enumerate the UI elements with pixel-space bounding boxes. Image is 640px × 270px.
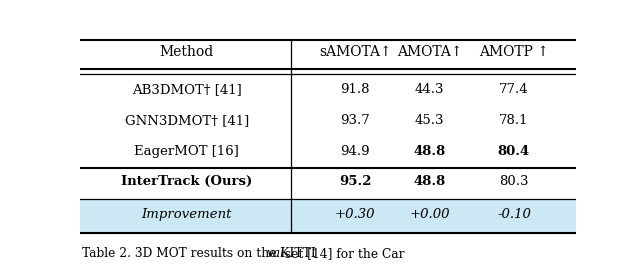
- Text: 80.3: 80.3: [499, 174, 529, 188]
- Text: set [14] for the Car: set [14] for the Car: [280, 247, 404, 260]
- Text: Table 2. 3D MOT results on the KITTI: Table 2. 3D MOT results on the KITTI: [83, 247, 320, 260]
- Text: 94.9: 94.9: [340, 146, 370, 158]
- Text: 48.8: 48.8: [413, 146, 446, 158]
- Text: 45.3: 45.3: [415, 114, 444, 127]
- Text: AMOTP ↑: AMOTP ↑: [479, 45, 549, 59]
- Text: 48.8: 48.8: [413, 174, 446, 188]
- Text: +0.30: +0.30: [335, 208, 376, 221]
- Text: sAMOTA↑: sAMOTA↑: [319, 45, 392, 59]
- Text: +0.00: +0.00: [410, 208, 450, 221]
- Text: 77.4: 77.4: [499, 83, 529, 96]
- Text: 93.7: 93.7: [340, 114, 370, 127]
- Text: AB3DMOT† [41]: AB3DMOT† [41]: [132, 83, 241, 96]
- Text: EagerMOT [16]: EagerMOT [16]: [134, 146, 239, 158]
- Text: -0.10: -0.10: [497, 208, 531, 221]
- Text: 44.3: 44.3: [415, 83, 444, 96]
- Text: 91.8: 91.8: [340, 83, 370, 96]
- Text: 80.4: 80.4: [498, 146, 530, 158]
- Text: val: val: [267, 247, 285, 260]
- Text: AMOTA↑: AMOTA↑: [397, 45, 463, 59]
- Text: GNN3DMOT† [41]: GNN3DMOT† [41]: [125, 114, 249, 127]
- Text: Improvement: Improvement: [141, 208, 232, 221]
- Text: InterTrack (Ours): InterTrack (Ours): [121, 174, 252, 188]
- Text: 78.1: 78.1: [499, 114, 529, 127]
- FancyBboxPatch shape: [80, 199, 576, 233]
- Text: Method: Method: [159, 45, 214, 59]
- Text: 95.2: 95.2: [339, 174, 372, 188]
